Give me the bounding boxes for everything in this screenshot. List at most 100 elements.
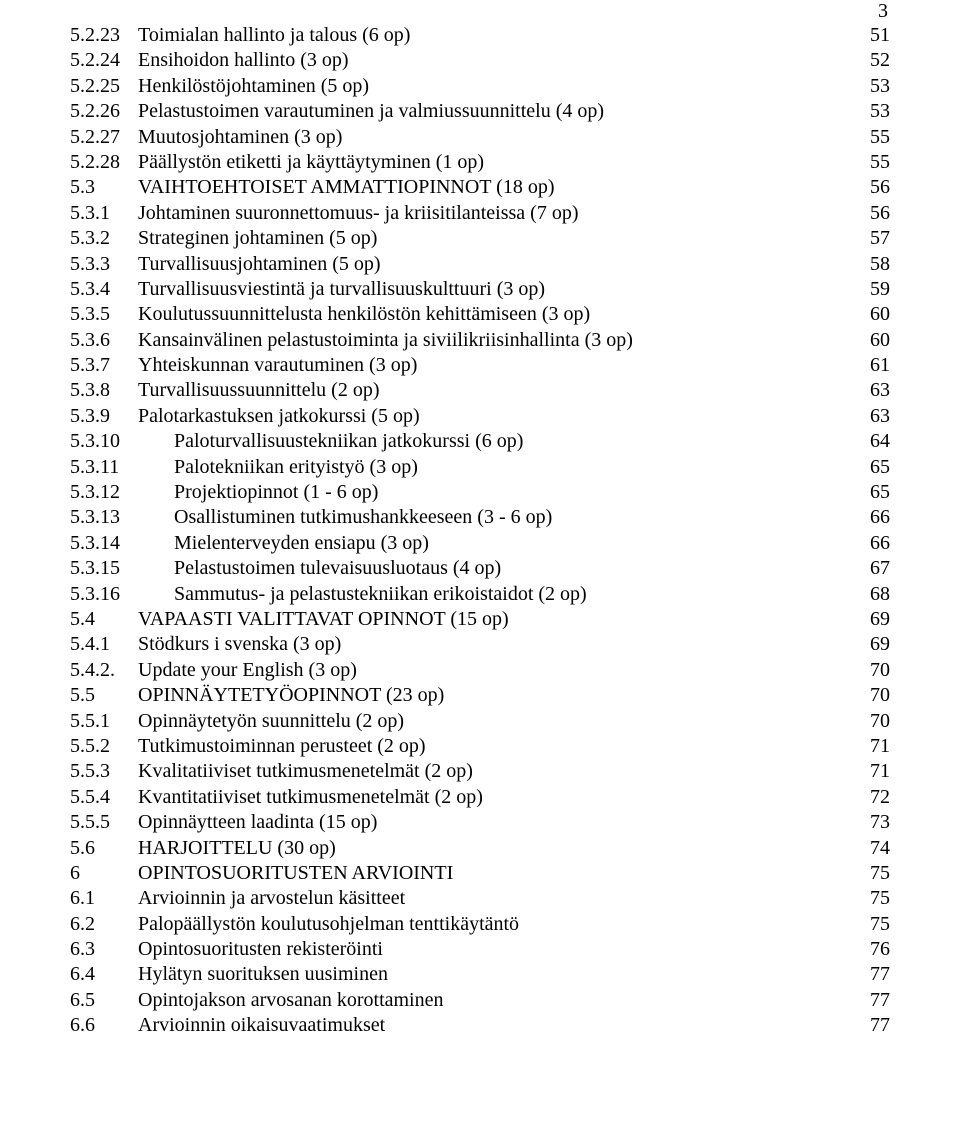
toc-page: 53 (854, 99, 890, 124)
toc-title: Yhteiskunnan varautuminen (3 op) (138, 353, 854, 378)
toc-row: 5.2.23Toimialan hallinto ja talous (6 op… (70, 23, 890, 48)
toc-page: 63 (854, 404, 890, 429)
toc-page: 72 (854, 785, 890, 810)
toc-row: 5.3.7Yhteiskunnan varautuminen (3 op)61 (70, 353, 890, 378)
toc-row: 5.3.8Turvallisuussuunnittelu (2 op)63 (70, 378, 890, 403)
toc-page: 74 (854, 836, 890, 861)
toc-title: Opinnäytteen laadinta (15 op) (138, 810, 854, 835)
toc-number: 5.5.4 (70, 785, 138, 810)
toc-row: 5.2.24Ensihoidon hallinto (3 op)52 (70, 48, 890, 73)
toc-page: 77 (854, 988, 890, 1013)
toc-row: 5.3.6Kansainvälinen pelastustoiminta ja … (70, 328, 890, 353)
toc-page: 53 (854, 74, 890, 99)
toc-title: Toimialan hallinto ja talous (6 op) (138, 23, 854, 48)
toc-row: 5.5.3Kvalitatiiviset tutkimusmenetelmät … (70, 759, 890, 784)
toc-page: 65 (854, 480, 890, 505)
toc-title: Arvioinnin oikaisuvaatimukset (138, 1013, 854, 1038)
toc-page: 69 (854, 607, 890, 632)
toc-row: 5.4VAPAASTI VALITTAVAT OPINNOT (15 op)69 (70, 607, 890, 632)
toc-page: 71 (854, 734, 890, 759)
toc-page: 67 (854, 556, 890, 581)
page-number-top: 3 (70, 0, 890, 23)
toc-page: 71 (854, 759, 890, 784)
toc-number: 6.5 (70, 988, 138, 1013)
toc-title: Turvallisuusjohtaminen (5 op) (138, 252, 854, 277)
toc-page: 56 (854, 175, 890, 200)
toc-title: Arvioinnin ja arvostelun käsitteet (138, 886, 854, 911)
toc-title: Projektiopinnot (1 - 6 op) (174, 480, 854, 505)
toc-title: Kvantitatiiviset tutkimusmenetelmät (2 o… (138, 785, 854, 810)
toc-page: 57 (854, 226, 890, 251)
toc-row: 5.5OPINNÄYTETYÖOPINNOT (23 op)70 (70, 683, 890, 708)
toc-row: 5.6HARJOITTELU (30 op)74 (70, 836, 890, 861)
toc-number: 5.2.28 (70, 150, 138, 175)
toc-number: 5.3.7 (70, 353, 138, 378)
toc-number: 5.3.6 (70, 328, 138, 353)
toc-number: 5.3.3 (70, 252, 138, 277)
toc-number: 5.5.1 (70, 709, 138, 734)
toc-title: Paloturvallisuustekniikan jatkokurssi (6… (174, 429, 854, 454)
toc-page: 55 (854, 150, 890, 175)
toc-page: 69 (854, 632, 890, 657)
toc-title: Johtaminen suuronnettomuus- ja kriisitil… (138, 201, 854, 226)
toc-row: 5.3.16Sammutus- ja pelastustekniikan eri… (70, 582, 890, 607)
toc-number: 5.5 (70, 683, 138, 708)
toc-number: 5.2.26 (70, 99, 138, 124)
toc-page: 60 (854, 302, 890, 327)
toc-row: 5.5.5Opinnäytteen laadinta (15 op)73 (70, 810, 890, 835)
toc-title: Henkilöstöjohtaminen (5 op) (138, 74, 854, 99)
toc-row: 6.5Opintojakson arvosanan korottaminen77 (70, 988, 890, 1013)
toc-row: 5.5.1Opinnäytetyön suunnittelu (2 op)70 (70, 709, 890, 734)
toc-row: 5.5.4Kvantitatiiviset tutkimusmenetelmät… (70, 785, 890, 810)
toc-title: Päällystön etiketti ja käyttäytyminen (1… (138, 150, 854, 175)
toc-number: 5.3.5 (70, 302, 138, 327)
toc-title: VAPAASTI VALITTAVAT OPINNOT (15 op) (138, 607, 854, 632)
toc-row: 5.3VAIHTOEHTOISET AMMATTIOPINNOT (18 op)… (70, 175, 890, 200)
toc-number: 5.2.24 (70, 48, 138, 73)
toc-number: 5.3.15 (70, 556, 174, 581)
toc-number: 6.4 (70, 962, 138, 987)
toc-page: 52 (854, 48, 890, 73)
toc-title: Stödkurs i svenska (3 op) (138, 632, 854, 657)
toc-row: 5.3.5Koulutussuunnittelusta henkilöstön … (70, 302, 890, 327)
toc-row: 5.2.27Muutosjohtaminen (3 op)55 (70, 125, 890, 150)
toc-title: Turvallisuussuunnittelu (2 op) (138, 378, 854, 403)
toc-row: 6.4Hylätyn suorituksen uusiminen77 (70, 962, 890, 987)
toc-page: 75 (854, 861, 890, 886)
toc-row: 6.6Arvioinnin oikaisuvaatimukset77 (70, 1013, 890, 1038)
toc-page: 56 (854, 201, 890, 226)
toc-number: 5.2.23 (70, 23, 138, 48)
toc-page: 68 (854, 582, 890, 607)
toc-title: Kansainvälinen pelastustoiminta ja sivii… (138, 328, 854, 353)
toc-page: 64 (854, 429, 890, 454)
toc-number: 6.3 (70, 937, 138, 962)
toc-number: 5.3.11 (70, 455, 174, 480)
toc-page: 76 (854, 937, 890, 962)
toc-number: 5.6 (70, 836, 138, 861)
toc-title: Strateginen johtaminen (5 op) (138, 226, 854, 251)
toc-row: 5.2.28Päällystön etiketti ja käyttäytymi… (70, 150, 890, 175)
toc-number: 5.4.1 (70, 632, 138, 657)
toc-row: 5.3.13Osallistuminen tutkimushankkeeseen… (70, 505, 890, 530)
toc-page: 75 (854, 886, 890, 911)
toc-number: 6.6 (70, 1013, 138, 1038)
toc-row: 5.3.10Paloturvallisuustekniikan jatkokur… (70, 429, 890, 454)
toc-title: Hylätyn suorituksen uusiminen (138, 962, 854, 987)
toc-number: 5.3.4 (70, 277, 138, 302)
toc-row: 5.3.14Mielenterveyden ensiapu (3 op)66 (70, 531, 890, 556)
toc-row: 6.2Palopäällystön koulutusohjelman tentt… (70, 912, 890, 937)
toc-page: 61 (854, 353, 890, 378)
toc-row: 5.3.2Strateginen johtaminen (5 op)57 (70, 226, 890, 251)
toc-title: OPINTOSUORITUSTEN ARVIOINTI (138, 861, 854, 886)
toc-number: 5.3.14 (70, 531, 174, 556)
toc-row: 5.3.4Turvallisuusviestintä ja turvallisu… (70, 277, 890, 302)
toc-row: 5.4.2.Update your English (3 op)70 (70, 658, 890, 683)
toc-title: Osallistuminen tutkimushankkeeseen (3 - … (174, 505, 854, 530)
toc-title: Palotekniikan erityistyö (3 op) (174, 455, 854, 480)
toc-title: OPINNÄYTETYÖOPINNOT (23 op) (138, 683, 854, 708)
toc-number: 5.3.16 (70, 582, 174, 607)
toc-number: 5.5.3 (70, 759, 138, 784)
table-of-contents: 5.2.23Toimialan hallinto ja talous (6 op… (70, 23, 890, 1039)
toc-row: 5.3.15Pelastustoimen tulevaisuusluotaus … (70, 556, 890, 581)
toc-title: Update your English (3 op) (138, 658, 854, 683)
